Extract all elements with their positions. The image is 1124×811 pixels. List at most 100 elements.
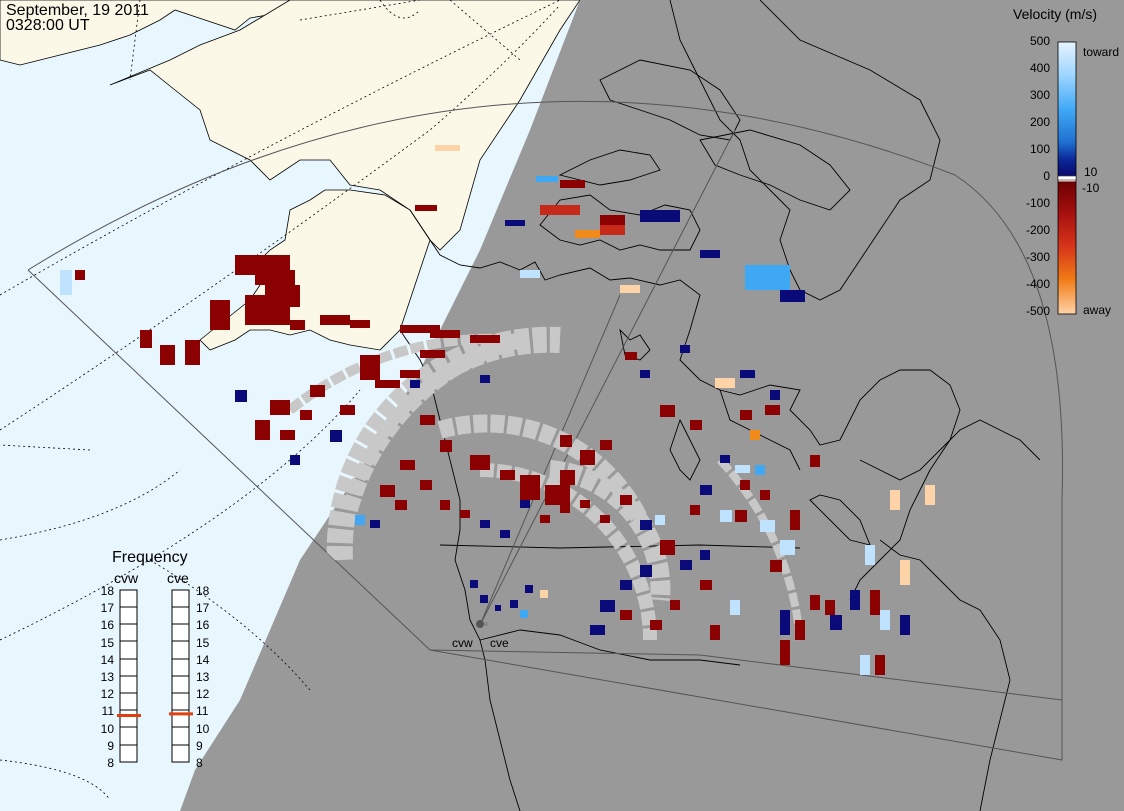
- velocity-cell: [380, 485, 395, 497]
- coastlines: [399, 0, 1041, 811]
- cb-tick: -400: [1025, 277, 1050, 291]
- frequency-scale-label: 16: [196, 618, 210, 633]
- velocity-cell: [720, 455, 730, 463]
- velocity-cell: [470, 335, 500, 343]
- velocity-cell: [440, 440, 452, 452]
- velocity-cell: [640, 370, 650, 378]
- velocity-cell: [680, 345, 690, 353]
- velocity-cell: [210, 300, 230, 330]
- velocity-cell: [75, 270, 85, 280]
- velocity-cell: [590, 625, 605, 635]
- velocity-cell: [235, 390, 247, 402]
- cb-tick: 300: [1029, 88, 1050, 102]
- velocity-cell: [270, 300, 290, 325]
- velocity-cell: [375, 380, 400, 388]
- frequency-scale-label: 12: [100, 687, 114, 702]
- velocity-cell: [185, 340, 200, 365]
- velocity-cell: [340, 405, 355, 415]
- velocity-cell: [410, 380, 420, 388]
- site-label-cve: cve: [490, 636, 509, 650]
- frequency-scale-label: 9: [107, 738, 114, 753]
- velocity-cell: [780, 640, 790, 665]
- velocity-cell: [480, 520, 490, 528]
- velocity-cell: [735, 510, 747, 522]
- velocity-cell: [560, 505, 570, 513]
- velocity-cell: [715, 378, 735, 388]
- cb-tick: -300: [1025, 250, 1050, 264]
- velocity-cell: [730, 600, 740, 615]
- velocity-cell: [880, 610, 890, 630]
- velocity-cell: [790, 510, 800, 530]
- latitude-grid: [0, 0, 561, 801]
- velocity-cells: [60, 145, 935, 675]
- cb-inner-label: -10: [1082, 181, 1100, 195]
- velocity-cell: [925, 485, 935, 505]
- velocity-cell: [245, 295, 270, 325]
- velocity-cell: [640, 565, 652, 577]
- velocity-cell: [860, 655, 870, 675]
- frequency-scale-label: 11: [101, 704, 114, 719]
- velocity-cell: [765, 405, 780, 415]
- velocity-cell: [520, 270, 540, 278]
- velocity-cell: [870, 590, 880, 615]
- velocity-cell: [770, 390, 780, 400]
- cb-away-label: away: [1083, 303, 1112, 317]
- velocity-cell: [700, 580, 712, 590]
- frequency-scale-label: 16: [100, 618, 114, 633]
- velocity-cell: [770, 560, 782, 572]
- cb-tick: -100: [1025, 196, 1050, 210]
- velocity-cell: [600, 600, 615, 612]
- velocity-cell: [865, 545, 875, 565]
- velocity-cell: [760, 490, 770, 500]
- velocity-cell: [300, 410, 312, 420]
- velocity-cell: [60, 270, 72, 295]
- velocity-cell: [495, 605, 501, 611]
- velocity-cell: [420, 480, 432, 490]
- velocity-cell: [330, 430, 342, 442]
- velocity-cell: [520, 500, 530, 508]
- radar-site-cve: [484, 622, 488, 626]
- velocity-cell: [620, 580, 632, 590]
- colorbar-title: Velocity (m/s): [1013, 6, 1098, 22]
- velocity-cell: [650, 620, 662, 630]
- velocity-cell: [900, 615, 910, 635]
- site-label-cvw: cvw: [452, 636, 473, 650]
- velocity-cell: [505, 220, 525, 226]
- velocity-cell: [370, 520, 380, 528]
- velocity-cell: [480, 595, 488, 603]
- cb-inner-label: 10: [1084, 165, 1098, 179]
- velocity-cell: [460, 510, 470, 518]
- frequency-scale-label: 13: [196, 670, 210, 684]
- velocity-cell: [290, 455, 300, 465]
- radar-site-cvw: [476, 620, 484, 628]
- frequency-scale-label: 8: [107, 756, 114, 770]
- frequency-scale-label: 15: [100, 635, 114, 650]
- velocity-cell: [700, 485, 712, 495]
- frequency-scale-label: 14: [100, 652, 114, 667]
- frequency-scale-label: 17: [100, 601, 114, 616]
- velocity-cell: [600, 225, 625, 235]
- velocity-cell: [600, 440, 612, 450]
- frequency-title: Frequency: [112, 549, 188, 566]
- velocity-cell: [290, 320, 305, 330]
- velocity-cell: [255, 270, 295, 285]
- velocity-cell: [350, 320, 370, 328]
- velocity-cell: [620, 610, 632, 620]
- velocity-cell: [825, 600, 835, 615]
- velocity-cell: [540, 590, 548, 598]
- velocity-cell: [660, 540, 675, 555]
- velocity-cell: [310, 385, 325, 397]
- frequency-col-label-cve: cve: [167, 570, 189, 586]
- velocity-cell: [740, 480, 750, 490]
- velocity-cell: [500, 470, 515, 480]
- velocity-cell: [710, 625, 720, 640]
- velocity-cell: [415, 205, 437, 211]
- velocity-cell: [620, 285, 640, 293]
- velocity-cell: [660, 405, 675, 417]
- velocity-cell: [540, 205, 580, 215]
- velocity-cell: [620, 495, 632, 505]
- velocity-cell: [536, 176, 558, 182]
- velocity-cell: [580, 450, 595, 465]
- velocity-cell: [680, 560, 692, 570]
- frequency-scale-label: 17: [196, 601, 210, 616]
